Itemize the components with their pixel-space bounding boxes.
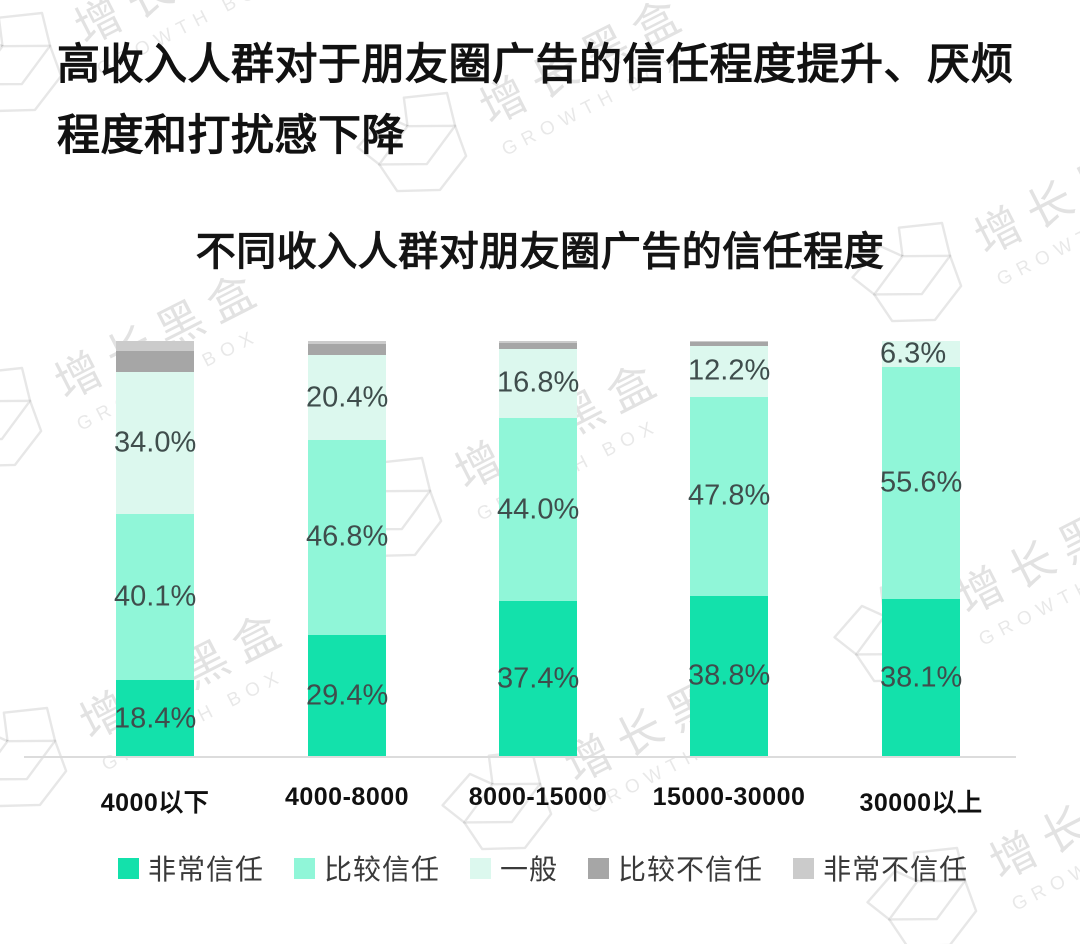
x-axis-label: 15000-30000 [652, 783, 806, 811]
bar-segment: 6.3% [880, 338, 960, 370]
legend-item: 非常信任 [118, 848, 264, 888]
bar-segment [116, 341, 194, 351]
x-axis-label: 30000以上 [859, 789, 983, 817]
bar-segment [690, 341, 768, 346]
segment-value-label: 20.4% [306, 381, 389, 414]
segment-value-label: 46.8% [306, 520, 389, 553]
bar-segment: 20.4% [306, 355, 389, 441]
bar-segment: 38.8% [688, 595, 771, 757]
bar-segment: 29.4% [306, 634, 389, 757]
x-axis-label: 4000-8000 [284, 783, 410, 811]
bar-segment: 55.6% [880, 367, 963, 599]
segment-value-label: 38.8% [688, 659, 771, 692]
x-axis-label: 8000-15000 [468, 783, 608, 811]
bar-stack-4000以下: 18.4% 40.1% 34.0% [114, 341, 197, 757]
bar-segment [308, 341, 386, 345]
legend-item: 比较信任 [294, 848, 440, 888]
x-axis-label: 4000以下 [100, 789, 210, 817]
bar-stack-4000-8000: 29.4% 46.8% 20.4% [306, 341, 389, 757]
bar-segment [499, 341, 577, 343]
legend-label: 非常信任 [148, 854, 265, 885]
legend-label: 一般 [500, 854, 559, 885]
bar-stack-8000-15000: 37.4% 44.0% 16.8% [497, 341, 580, 757]
bar-segment: 47.8% [688, 396, 771, 596]
bar-segment [116, 350, 194, 373]
bar-segment: 37.4% [497, 601, 580, 757]
bar-segment: 12.2% [688, 346, 771, 397]
page-title-line2: 程度和打扰感下降 [57, 112, 405, 160]
segment-value-label: 12.2% [688, 354, 771, 387]
legend-swatch [294, 857, 316, 879]
page-title-line1: 高收入人群对于朋友圈广告的信任程度提升、厌烦 [57, 41, 1014, 89]
bar-segment: 44.0% [497, 418, 580, 602]
bar-segment: 40.1% [114, 513, 197, 681]
segment-value-label: 18.4% [114, 702, 197, 735]
legend-label: 比较不信任 [618, 854, 764, 885]
chart-legend: 非常信任 比较信任 一般 比较不信任 非常不信任 [118, 848, 968, 888]
segment-value-label: 38.1% [880, 661, 963, 694]
bar-segment: 34.0% [114, 372, 197, 514]
bar-segment [499, 342, 577, 349]
bar-segment: 18.4% [114, 680, 197, 757]
legend-label: 比较信任 [324, 854, 441, 885]
segment-value-label: 29.4% [306, 679, 389, 712]
legend-label: 非常不信任 [823, 854, 969, 885]
segment-value-label: 16.8% [497, 366, 580, 399]
bar-segment [308, 344, 386, 356]
legend-swatch [470, 857, 492, 879]
bar-segment: 46.8% [306, 440, 389, 635]
legend-swatch [793, 857, 815, 879]
bar-segment: 16.8% [497, 348, 580, 419]
segment-value-label: 44.0% [497, 493, 580, 526]
segment-value-label: 37.4% [497, 662, 580, 695]
page-title: 高收入人群对于朋友圈广告的信任程度提升、厌烦 程度和打扰感下降 [57, 30, 1037, 172]
legend-swatch [588, 857, 610, 879]
legend-item: 非常不信任 [793, 848, 968, 888]
legend-swatch [118, 857, 139, 879]
legend-item: 比较不信任 [588, 848, 763, 888]
legend-item: 一般 [470, 848, 558, 888]
x-axis-line [24, 756, 1016, 758]
segment-value-label: 34.0% [114, 426, 197, 459]
bar-stack-30000以上: 38.1% 55.6% 6.3% [880, 338, 963, 757]
bar-segment [690, 341, 768, 342]
segment-value-label: 40.1% [114, 580, 197, 613]
segment-value-label: 6.3% [880, 337, 947, 370]
chart-title: 不同收入人群对朋友圈广告的信任程度 [195, 230, 885, 274]
bar-stack-15000-30000: 38.8% 47.8% 12.2% [688, 341, 771, 757]
segment-value-label: 55.6% [880, 466, 963, 499]
segment-value-label: 47.8% [688, 479, 771, 512]
bar-segment: 38.1% [880, 598, 963, 757]
